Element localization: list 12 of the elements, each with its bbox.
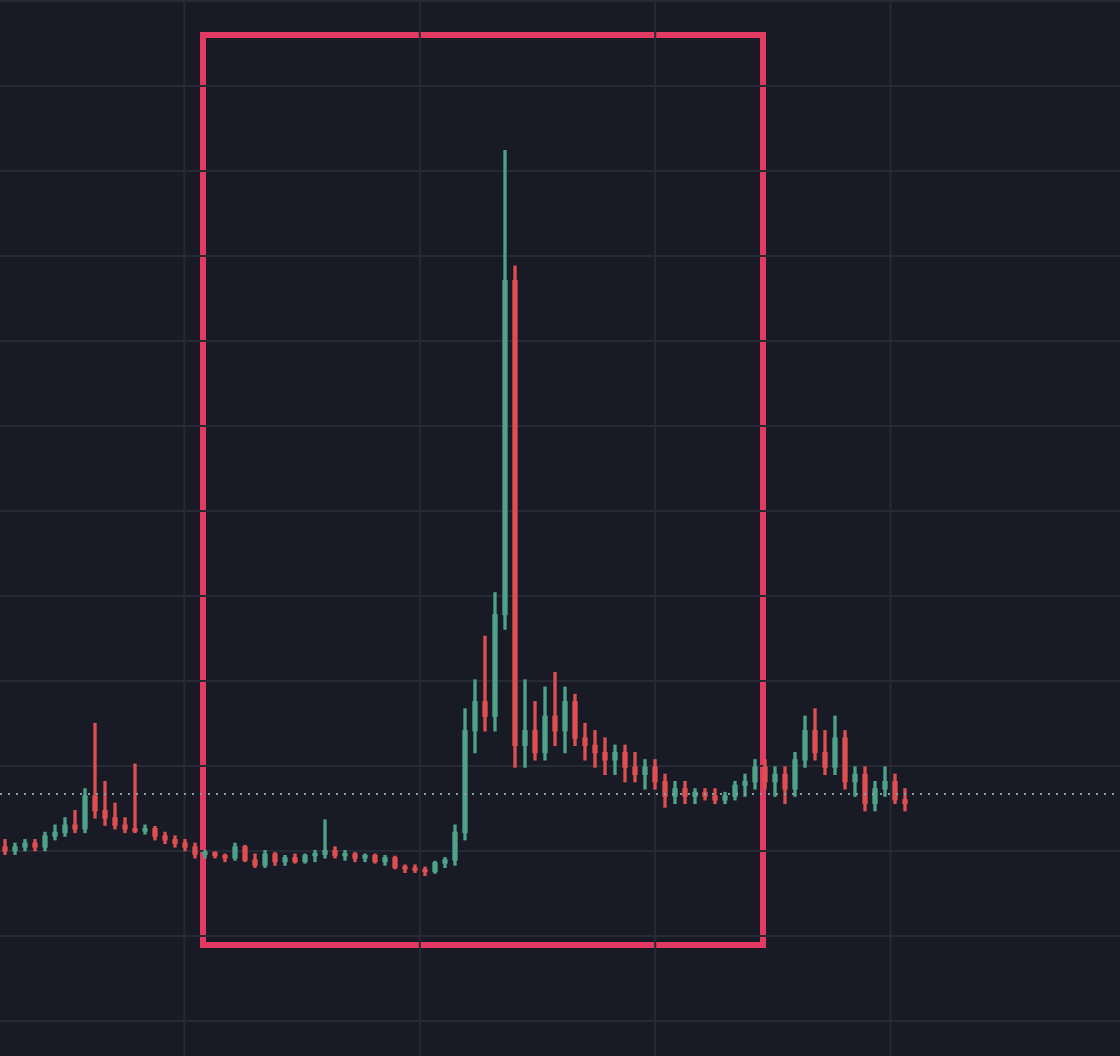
candlestick (72, 810, 78, 834)
candlestick (122, 817, 128, 834)
candlestick (592, 730, 598, 768)
candlestick (482, 635, 488, 732)
candlestick (132, 763, 138, 834)
candlestick (322, 819, 328, 859)
candlestick (582, 722, 588, 761)
candlestick (92, 722, 98, 819)
candlestick (102, 780, 108, 826)
candlestick (522, 679, 528, 768)
candlestick (602, 737, 608, 776)
candlestick (552, 672, 558, 746)
